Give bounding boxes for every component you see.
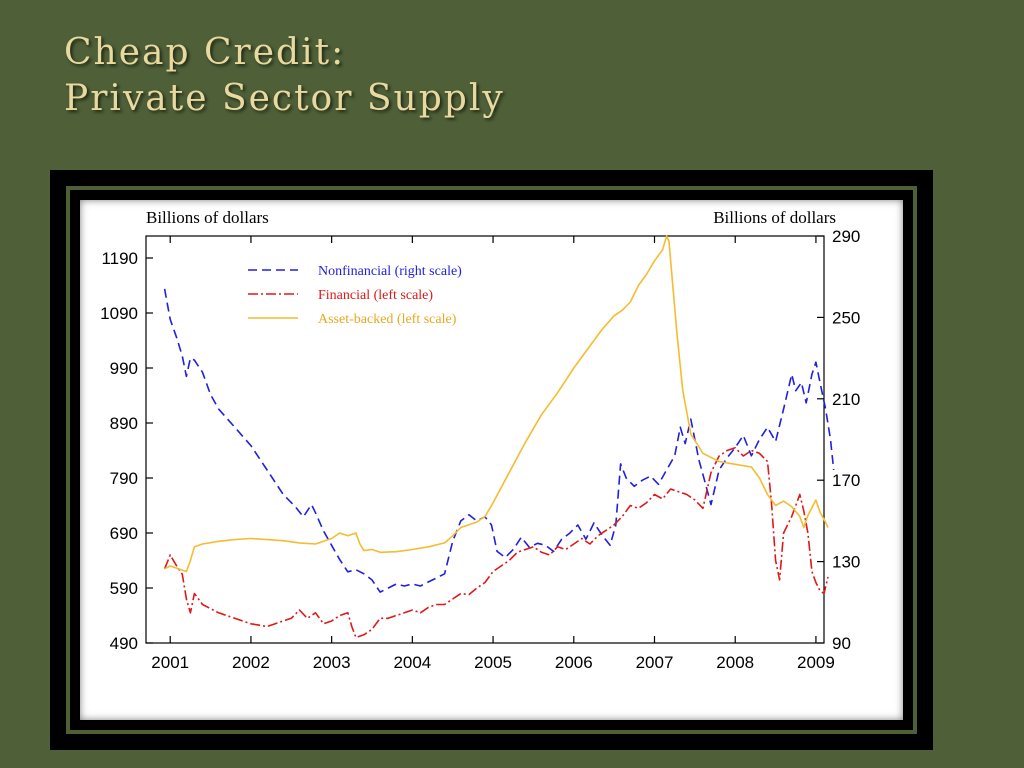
y-left-tick-label: 690 bbox=[110, 524, 138, 543]
series-line-nonfinancial bbox=[163, 288, 835, 593]
x-tick-label: 2004 bbox=[393, 653, 431, 672]
legend-label-nonfinancial: Nonfinancial (right scale) bbox=[318, 264, 462, 279]
y-left-tick-label: 490 bbox=[110, 634, 138, 653]
series-line-asset-backed bbox=[164, 235, 829, 573]
slide-title-line1: Cheap Credit: bbox=[64, 32, 346, 73]
x-tick-label: 2009 bbox=[797, 653, 835, 672]
y-right-tick-label: 130 bbox=[832, 553, 860, 572]
chart-frame-border: Billions of dollars Billions of dollars … bbox=[66, 186, 917, 734]
x-tick-label: 2007 bbox=[636, 653, 674, 672]
slide-title-line2: Private Sector Supply bbox=[64, 78, 505, 119]
y-right-tick-label: 250 bbox=[832, 308, 860, 327]
ticks-layer: 2001 2002 2003 2004 2005 2006 2007 2008 2009 490 5… bbox=[100, 227, 860, 672]
right-axis-label: Billions of dollars bbox=[713, 208, 836, 227]
y-right-tick-label: 170 bbox=[832, 471, 860, 490]
plot-area bbox=[145, 235, 825, 644]
x-tick-label: 2006 bbox=[555, 653, 593, 672]
chart-frame-inner: Billions of dollars Billions of dollars … bbox=[70, 190, 913, 730]
y-left-tick-label: 1190 bbox=[101, 249, 138, 268]
series-layer bbox=[163, 235, 835, 639]
y-left-tick-label: 890 bbox=[110, 414, 138, 433]
chart-frame: Billions of dollars Billions of dollars … bbox=[50, 170, 933, 750]
legend-label-asset-backed: Asset-backed (left scale) bbox=[318, 312, 457, 327]
slide-title: Cheap Credit: Private Sector Supply bbox=[64, 30, 505, 122]
y-right-tick-label: 90 bbox=[832, 634, 851, 653]
y-right-tick-label: 290 bbox=[832, 227, 860, 246]
chart-card: Billions of dollars Billions of dollars … bbox=[80, 200, 903, 720]
x-tick-label: 2002 bbox=[232, 653, 270, 672]
x-tick-label: 2003 bbox=[313, 653, 351, 672]
legend: Nonfinancial (right scale) Financial (le… bbox=[248, 264, 462, 327]
x-tick-label: 2005 bbox=[474, 653, 512, 672]
x-tick-label: 2001 bbox=[151, 653, 189, 672]
series-line-financial bbox=[163, 447, 829, 639]
y-left-tick-label: 990 bbox=[110, 359, 138, 378]
y-left-tick-label: 790 bbox=[110, 469, 138, 488]
left-axis-label: Billions of dollars bbox=[146, 208, 269, 227]
y-right-tick-label: 210 bbox=[832, 390, 860, 409]
line-chart: Billions of dollars Billions of dollars … bbox=[100, 208, 860, 672]
x-tick-label: 2008 bbox=[716, 653, 754, 672]
legend-label-financial: Financial (left scale) bbox=[318, 288, 433, 303]
y-left-tick-label: 590 bbox=[110, 579, 138, 598]
y-left-tick-label: 1090 bbox=[100, 304, 138, 323]
